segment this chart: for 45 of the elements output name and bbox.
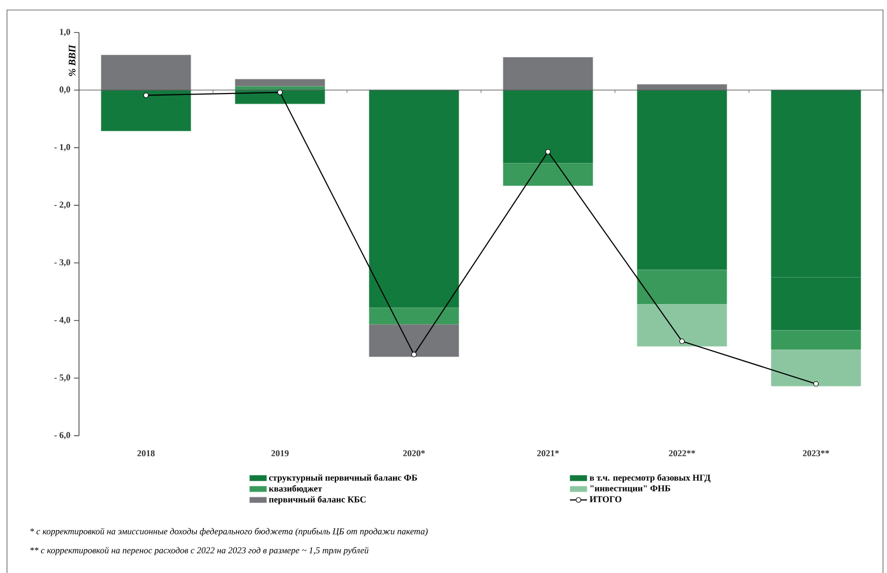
bar: [636, 304, 728, 347]
y-tick-label: - 6,0: [54, 432, 70, 440]
text: * с корректировкой на эмиссионные доходы федерального бюджета (прибыль ЦБ от продажи пакета): [30, 528, 428, 536]
bar: [100, 90, 192, 132]
point: [411, 352, 417, 358]
bar: [502, 163, 594, 186]
legend-label: ИТОГО: [590, 496, 622, 502]
bar: [368, 324, 460, 357]
point: [813, 381, 819, 387]
bar: [502, 90, 594, 164]
legend-label: в т.ч. пересмотр базовых НГД: [590, 474, 710, 482]
text: ** с корректировкой на перенос расходов с 2022 на 2023 год в размере ~ 1,5 трлн рублей: [30, 546, 369, 556]
y-tick-label: 0,0: [60, 86, 70, 94]
legend-label: первичный баланс КБС: [268, 496, 366, 504]
bar: [234, 90, 326, 104]
y-tick-label: 1,0: [60, 28, 70, 36]
bar: [770, 330, 862, 350]
x-tick-label: 2020*: [403, 450, 425, 456]
bar: [234, 79, 326, 86]
bar: [636, 90, 728, 270]
point: [679, 338, 685, 344]
y-tick-label: - 2,0: [54, 202, 70, 209]
bar: [770, 350, 862, 386]
bar: [502, 57, 594, 90]
y-axis-title: % ВВП: [68, 44, 76, 76]
bar: [368, 90, 460, 308]
y-tick-label: - 3,0: [54, 259, 70, 267]
point: [545, 149, 551, 154]
point: [277, 90, 283, 96]
bar: [636, 84, 728, 90]
x-tick-label: 2022**: [668, 450, 696, 456]
bar: [368, 308, 460, 325]
x-tick-label: 2019: [271, 450, 289, 456]
point: [143, 92, 149, 98]
bar: [100, 54, 192, 90]
legend-label: квазибюджет: [268, 485, 322, 494]
legend-label: структурный первичный баланс ФБ: [269, 474, 417, 483]
x-tick-label: 2023**: [802, 450, 830, 456]
y-tick-label: - 5,0: [54, 374, 70, 382]
bar: [636, 270, 728, 305]
x-tick-label: 2018: [137, 450, 155, 456]
y-tick-label: - 4,0: [54, 316, 70, 324]
y-tick-label: - 1,0: [54, 144, 70, 152]
x-tick-label: 2021*: [537, 450, 559, 456]
legend-label: "инвестиции" ФНБ: [590, 485, 670, 493]
